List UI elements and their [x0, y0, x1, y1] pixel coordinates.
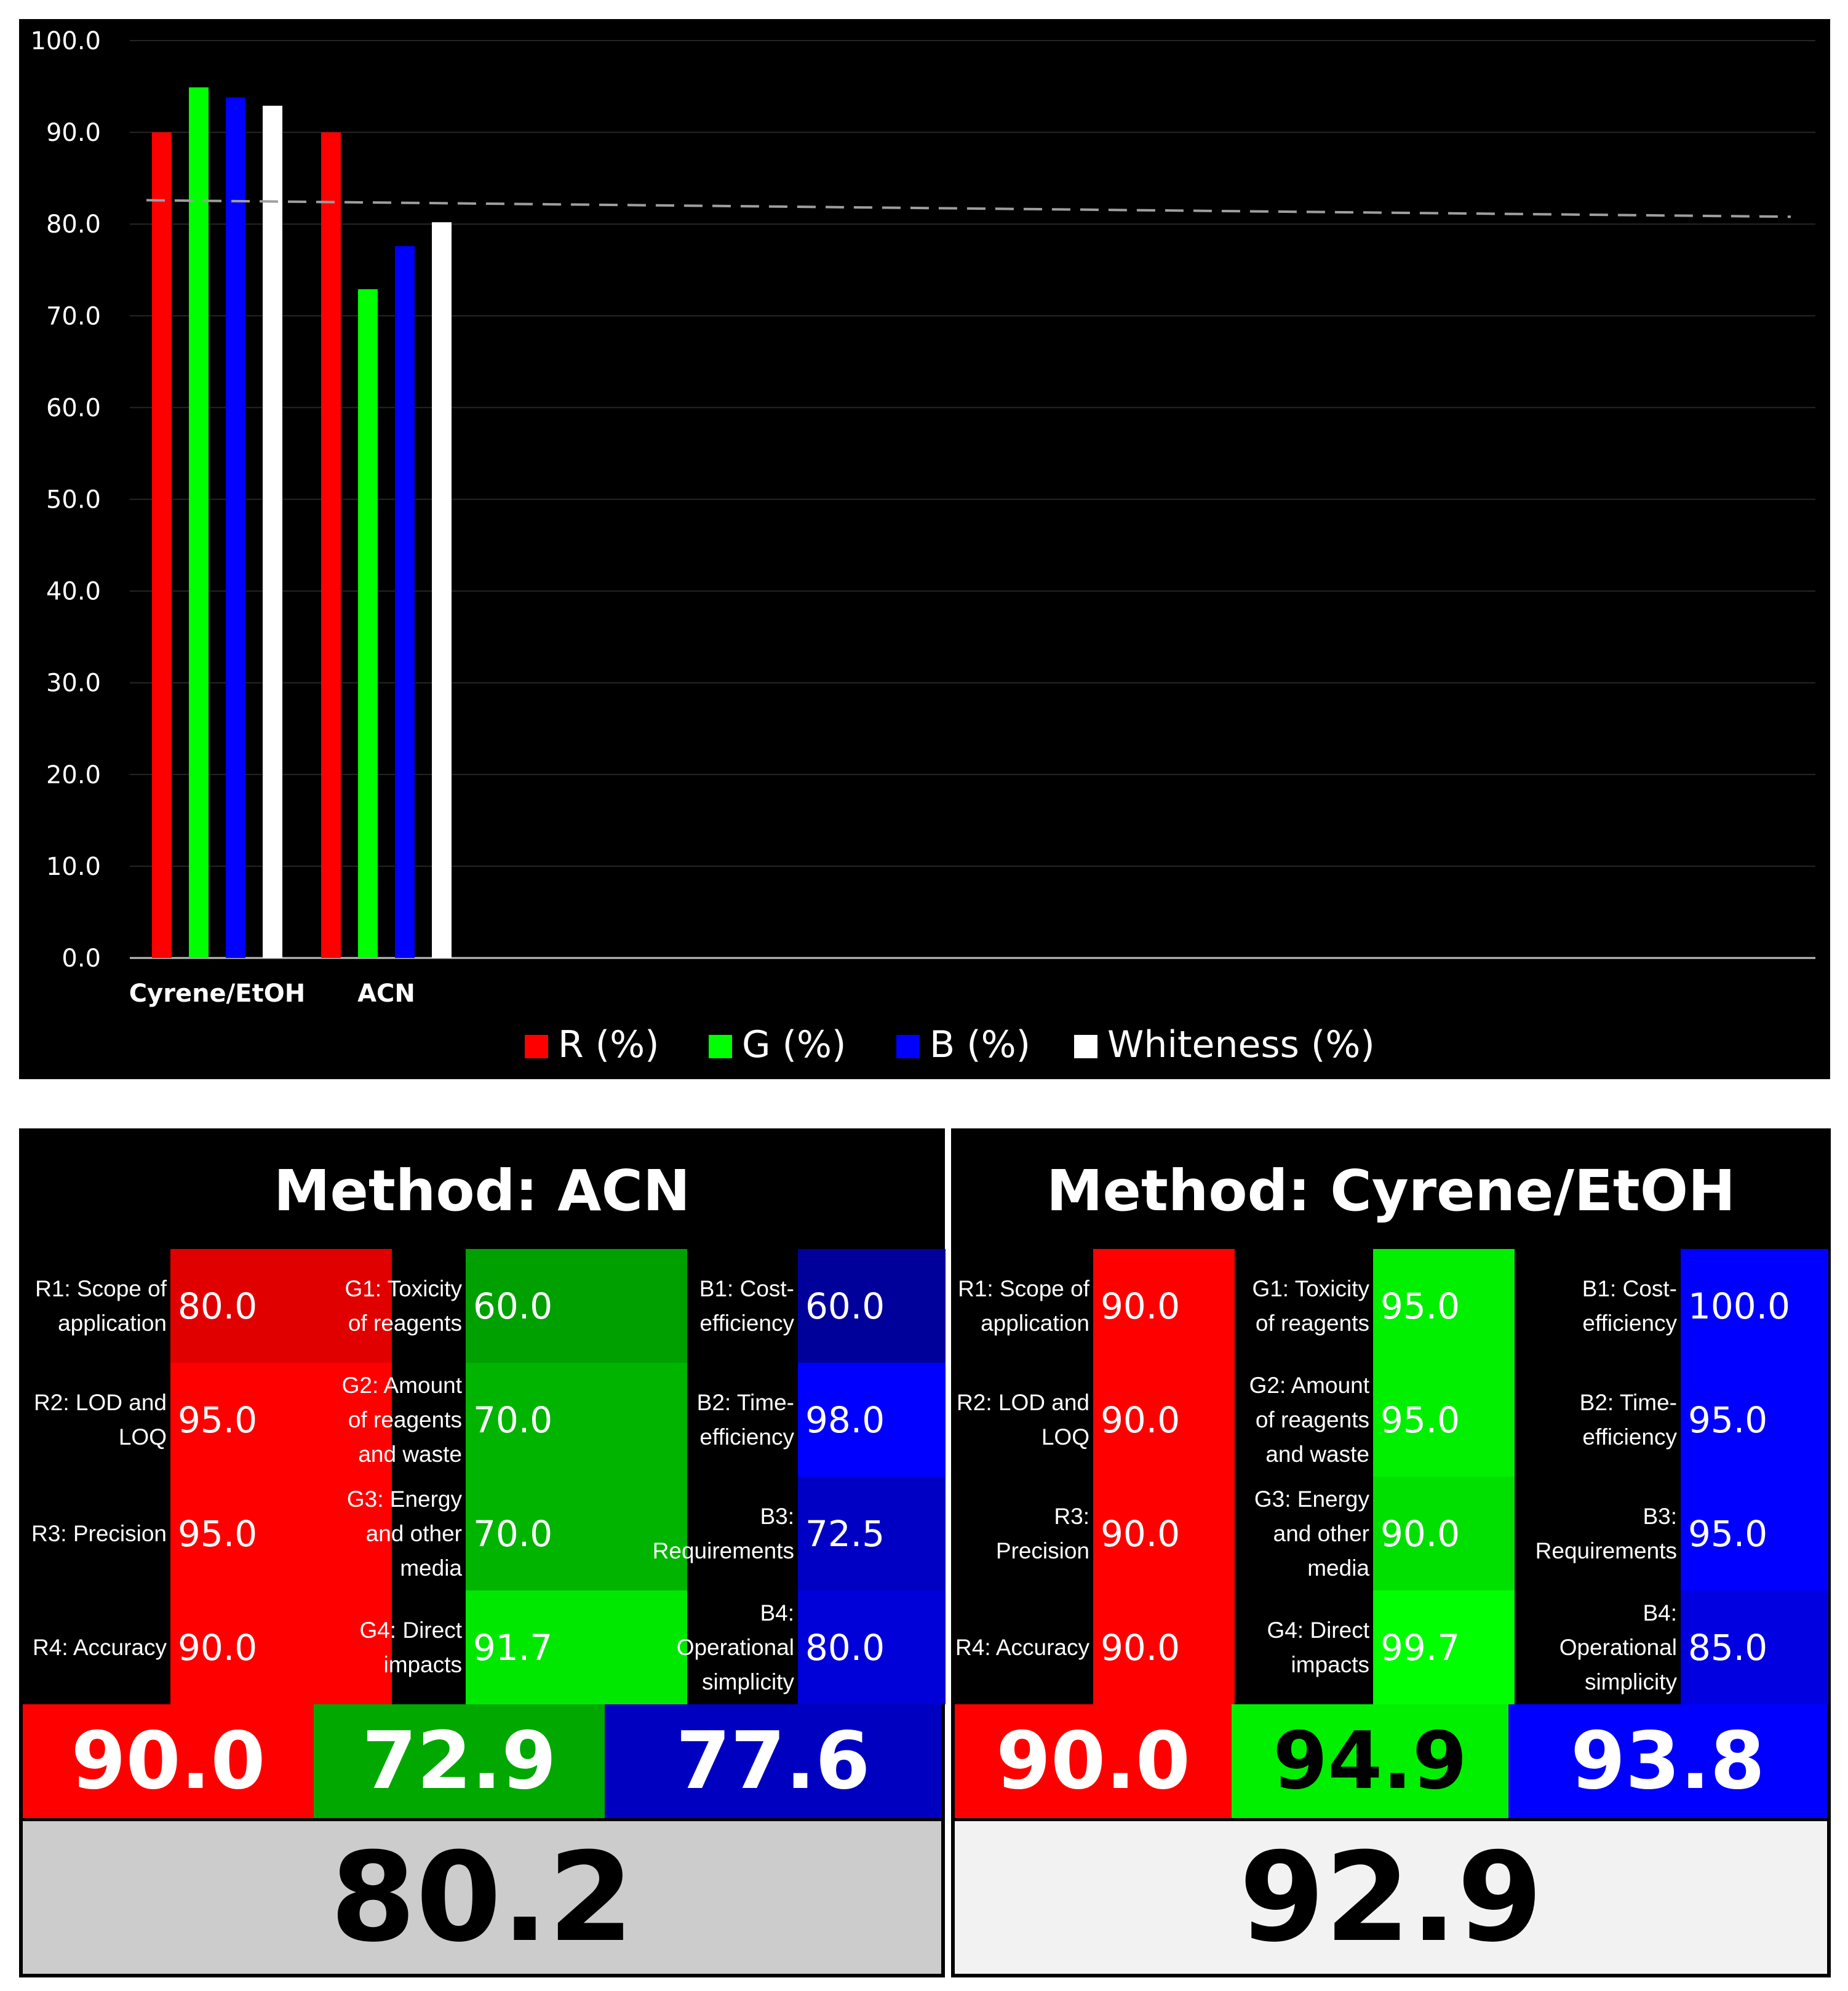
b3-criterion-value: 72.5 — [798, 1477, 946, 1590]
whiteness-score: 80.2 — [23, 1818, 941, 1974]
legend-swatch — [709, 1035, 732, 1058]
g4-criterion-label: G4: Direct impacts — [1267, 1617, 1369, 1677]
card-title: Method: ACN — [23, 1132, 941, 1249]
legend-swatch — [525, 1035, 548, 1058]
r1-criterion-value: 90.0 — [1093, 1249, 1235, 1363]
r2-criterion-label: R2: LOD and LOQ — [34, 1389, 167, 1450]
score-g: 72.9 — [314, 1704, 605, 1818]
bar-chart: 100.0 90.0 80.0 70.0 60.0 50.0 40.0 30.0 20.0 10.… — [30, 27, 1815, 1066]
b4-criterion-label: B4: Operational simplicity — [676, 1600, 794, 1694]
r1-criterion-label: R1: Scope of application — [958, 1275, 1089, 1336]
b1-criterion-value: 100.0 — [1681, 1249, 1828, 1363]
bar-acn-r — [321, 132, 341, 959]
bar-cyrene-etoh-g — [189, 87, 209, 958]
r1-criterion-label: R1: Scope of application — [35, 1275, 167, 1336]
x-category-label: ACN — [357, 980, 415, 1008]
score-b: 93.8 — [1508, 1704, 1827, 1818]
g2-criterion-value: 70.0 — [466, 1363, 687, 1477]
b2-criterion-label: B2: Time- efficiency — [696, 1389, 794, 1450]
g2-criterion-label: G2: Amount of reagents and waste — [1249, 1372, 1369, 1467]
legend-label: B (%) — [930, 1023, 1030, 1066]
trendline — [146, 199, 1791, 218]
whiteness-score: 92.9 — [955, 1818, 1827, 1974]
x-category-label: Cyrene/EtOH — [129, 980, 305, 1008]
score-r: 90.0 — [955, 1704, 1232, 1818]
r2-criterion-label: R2: LOD and LOQ — [957, 1389, 1089, 1450]
criteria-grid: R1: Scope of application 80.0 R2: LOD and … — [23, 1249, 946, 1704]
g2-criterion-value: 95.0 — [1373, 1363, 1515, 1477]
legend-swatch — [896, 1035, 920, 1058]
g3-criterion-label: G3: Energy and other media — [346, 1486, 462, 1581]
chart-panel: 100.0 90.0 80.0 70.0 60.0 50.0 40.0 30.0 20.0 10.… — [19, 19, 1830, 1079]
g3-criterion-label: G3: Energy and other media — [1254, 1486, 1369, 1581]
r4-criterion-label: R4: Accuracy — [955, 1634, 1089, 1660]
b2-criterion-value: 95.0 — [1681, 1363, 1828, 1477]
g1-criterion-value: 95.0 — [1373, 1249, 1515, 1363]
bar-cyrene-etoh-whiteness — [263, 105, 282, 959]
r1-criterion-value: 80.0 — [170, 1249, 392, 1363]
b4-criterion-label: B4: Operational simplicity — [1559, 1600, 1677, 1694]
r3-criterion-label: R3: Precision — [995, 1503, 1089, 1563]
b1-criterion-value: 60.0 — [798, 1249, 946, 1363]
bar-acn-whiteness — [432, 222, 452, 958]
b1-criterion-label: B1: Cost- efficiency — [1582, 1275, 1677, 1336]
y-tick-label: 90.0 — [46, 119, 101, 147]
b4-criterion-value: 85.0 — [1681, 1590, 1828, 1704]
card-title: Method: Cyrene/EtOH — [955, 1132, 1827, 1249]
b3-criterion-value: 95.0 — [1681, 1477, 1828, 1590]
g4-criterion-value: 91.7 — [466, 1590, 687, 1704]
bar-acn-g — [358, 289, 378, 958]
bar-cyrene-etoh-b — [226, 97, 245, 958]
bar-acn-b — [395, 245, 415, 958]
score-g: 94.9 — [1232, 1704, 1508, 1818]
y-tick-label: 50.0 — [46, 486, 101, 514]
g3-criterion-value: 90.0 — [1373, 1477, 1515, 1590]
g2-criterion-label: G2: Amount of reagents and waste — [341, 1372, 462, 1467]
r3-criterion-value: 90.0 — [1093, 1477, 1235, 1590]
r3-criterion-label: R3: Precision — [31, 1520, 167, 1546]
y-tick-label: 40.0 — [46, 578, 101, 606]
b2-criterion-label: B2: Time- efficiency — [1579, 1389, 1677, 1450]
y-tick-label: 100.0 — [30, 27, 101, 55]
b1-criterion-label: B1: Cost- efficiency — [699, 1275, 794, 1336]
legend-label: G (%) — [742, 1023, 846, 1066]
b4-criterion-value: 80.0 — [798, 1590, 946, 1704]
r4-criterion-value: 90.0 — [170, 1590, 392, 1704]
g1-criterion-label: G1: Toxicity of reagents — [1252, 1275, 1369, 1336]
r2-criterion-value: 90.0 — [1093, 1363, 1235, 1477]
y-tick-label: 20.0 — [46, 761, 101, 789]
cyrene-method-card: Method: Cyrene/EtOH R1: Scope of applica… — [951, 1128, 1831, 1977]
g3-criterion-value: 70.0 — [466, 1477, 687, 1590]
g1-criterion-value: 60.0 — [466, 1249, 687, 1363]
r2-criterion-value: 95.0 — [170, 1363, 392, 1477]
y-tick-label: 10.0 — [46, 853, 101, 881]
b2-criterion-value: 98.0 — [798, 1363, 946, 1477]
legend-swatch — [1074, 1035, 1097, 1058]
y-tick-label: 80.0 — [46, 210, 101, 239]
y-tick-label: 30.0 — [46, 669, 101, 698]
g4-criterion-value: 99.7 — [1373, 1590, 1515, 1704]
legend-label: Whiteness (%) — [1107, 1023, 1375, 1066]
r4-criterion-label: R4: Accuracy — [33, 1634, 167, 1660]
score-r: 90.0 — [23, 1704, 314, 1818]
r4-criterion-value: 90.0 — [1093, 1590, 1235, 1704]
y-tick-label: 70.0 — [46, 302, 101, 330]
y-tick-label: 60.0 — [46, 394, 101, 422]
score-b: 77.6 — [605, 1704, 941, 1818]
criteria-grid: R1: Scope of application 90.0 R2: LOD and … — [955, 1249, 1828, 1704]
r3-criterion-value: 95.0 — [170, 1477, 392, 1590]
b3-criterion-label: B3: Requirements — [652, 1503, 794, 1563]
y-tick-label: 0.0 — [62, 944, 101, 973]
acn-method-card: Method: ACN R1: Scope of application 80.0… — [19, 1128, 946, 1977]
g1-criterion-label: G1: Toxicity of reagents — [345, 1275, 462, 1336]
legend-label: R (%) — [558, 1023, 659, 1066]
b3-criterion-label: B3: Requirements — [1535, 1503, 1677, 1563]
bar-cyrene-etoh-r — [152, 132, 172, 959]
g4-criterion-label: G4: Direct impacts — [359, 1617, 462, 1677]
